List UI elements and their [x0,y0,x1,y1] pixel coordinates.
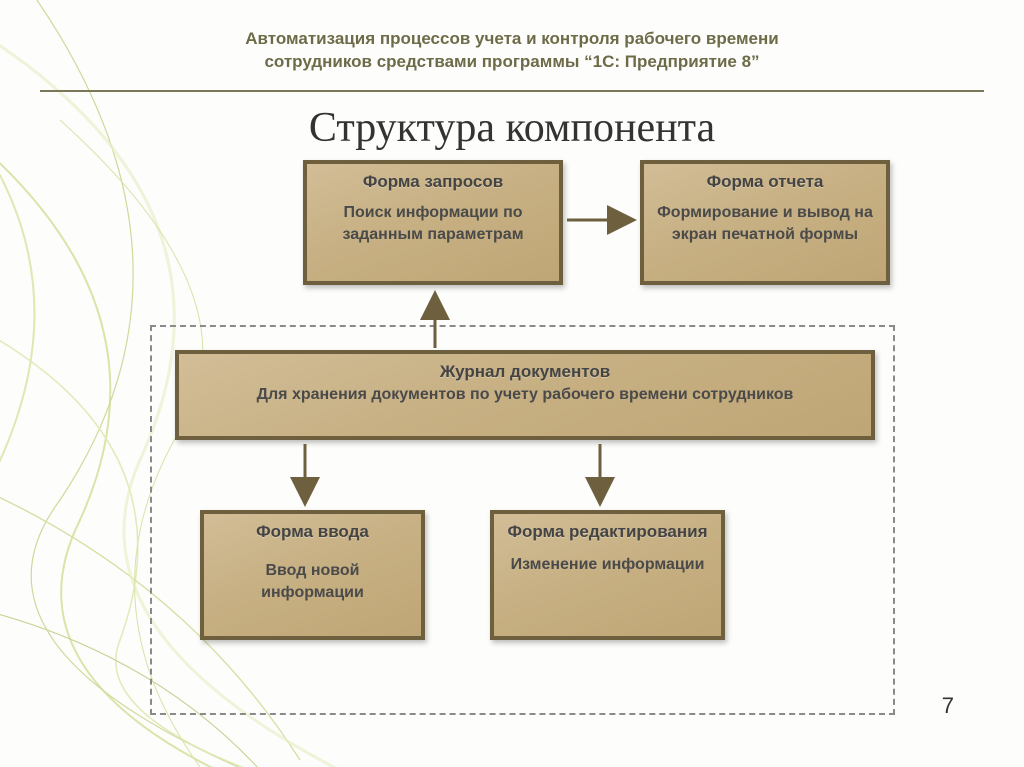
arrows-layer [0,155,1024,725]
diagram-canvas: Форма запросов Поиск информации по задан… [0,155,1024,725]
header-line-2: сотрудников средствами программы “1С: Пр… [40,51,984,74]
slide-header: Автоматизация процессов учета и контроля… [0,0,1024,84]
header-rule [40,90,984,92]
slide-title: Структура компонента [0,104,1024,152]
page-number: 7 [942,693,954,719]
header-line-1: Автоматизация процессов учета и контроля… [40,28,984,51]
